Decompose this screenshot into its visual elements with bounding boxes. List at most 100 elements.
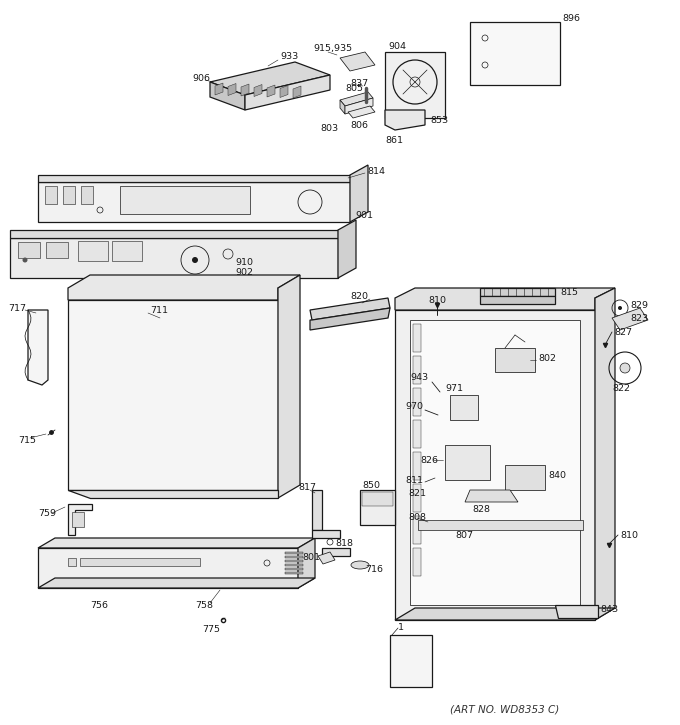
Polygon shape — [228, 83, 236, 96]
Polygon shape — [480, 288, 555, 296]
Polygon shape — [267, 85, 275, 97]
Bar — [45, 186, 57, 204]
Text: 828: 828 — [472, 505, 490, 515]
Polygon shape — [350, 165, 368, 222]
Text: 901: 901 — [355, 210, 373, 220]
Polygon shape — [68, 275, 300, 300]
Polygon shape — [395, 288, 615, 310]
Text: 902: 902 — [235, 268, 253, 276]
Polygon shape — [245, 75, 330, 110]
Polygon shape — [68, 490, 278, 498]
Text: 806: 806 — [350, 120, 368, 130]
Bar — [72, 512, 84, 527]
Bar — [362, 492, 393, 506]
Polygon shape — [28, 310, 48, 385]
Text: 896: 896 — [562, 14, 580, 22]
Text: 758: 758 — [195, 600, 213, 610]
Polygon shape — [278, 275, 300, 498]
Text: 715: 715 — [18, 436, 36, 444]
Polygon shape — [298, 538, 315, 588]
Text: 906: 906 — [192, 73, 210, 83]
Text: 861: 861 — [385, 136, 403, 144]
Text: 775: 775 — [202, 626, 220, 634]
Text: 826: 826 — [420, 455, 438, 465]
Bar — [120, 186, 250, 214]
Text: 717: 717 — [8, 304, 26, 312]
Polygon shape — [340, 100, 345, 114]
Polygon shape — [340, 92, 373, 106]
Polygon shape — [385, 52, 445, 118]
Text: 820: 820 — [350, 291, 368, 300]
Bar — [413, 420, 421, 448]
Text: 850: 850 — [362, 481, 380, 489]
Polygon shape — [310, 298, 390, 320]
Circle shape — [620, 363, 630, 373]
Text: 811: 811 — [405, 476, 423, 484]
Polygon shape — [280, 86, 288, 97]
Bar — [285, 560, 303, 562]
Text: 840: 840 — [548, 471, 566, 479]
Bar — [413, 548, 421, 576]
Text: 827: 827 — [614, 328, 632, 336]
Circle shape — [192, 257, 198, 263]
Polygon shape — [595, 288, 615, 620]
Text: 807: 807 — [455, 531, 473, 539]
Polygon shape — [348, 106, 375, 118]
Text: 821: 821 — [408, 489, 426, 497]
Text: 933: 933 — [280, 51, 299, 60]
Bar — [413, 388, 421, 416]
Text: (ART NO. WD8353 C): (ART NO. WD8353 C) — [450, 705, 559, 715]
Bar — [390, 635, 432, 687]
Polygon shape — [322, 548, 350, 556]
Polygon shape — [310, 308, 390, 330]
Polygon shape — [505, 465, 545, 490]
Bar — [285, 564, 303, 566]
Bar — [18, 242, 40, 258]
Text: 853: 853 — [430, 115, 448, 125]
Polygon shape — [254, 85, 262, 96]
Text: 837: 837 — [350, 78, 368, 88]
Polygon shape — [10, 230, 338, 238]
Polygon shape — [38, 578, 315, 588]
Text: 910: 910 — [235, 257, 253, 267]
Ellipse shape — [351, 561, 369, 569]
Polygon shape — [340, 52, 375, 71]
Polygon shape — [68, 300, 278, 490]
Text: 801: 801 — [302, 553, 320, 563]
Polygon shape — [480, 296, 555, 304]
Bar — [46, 242, 68, 258]
Text: 943: 943 — [410, 373, 428, 381]
Polygon shape — [318, 552, 335, 564]
Polygon shape — [345, 98, 373, 114]
Polygon shape — [38, 548, 298, 588]
Text: 971: 971 — [445, 384, 463, 392]
Text: 1: 1 — [398, 624, 404, 632]
Polygon shape — [241, 84, 249, 96]
Polygon shape — [450, 395, 478, 420]
Bar — [63, 186, 75, 204]
Text: 810: 810 — [620, 531, 638, 539]
Bar — [413, 356, 421, 384]
Text: 805: 805 — [345, 83, 363, 93]
Polygon shape — [210, 62, 330, 95]
Polygon shape — [338, 220, 356, 278]
Bar — [360, 490, 395, 525]
Polygon shape — [445, 445, 490, 480]
Text: 711: 711 — [150, 305, 168, 315]
Bar — [68, 558, 76, 566]
Text: 817: 817 — [298, 483, 316, 492]
Polygon shape — [10, 238, 338, 278]
Text: 802: 802 — [538, 354, 556, 362]
Bar — [112, 241, 142, 261]
Polygon shape — [385, 110, 425, 130]
Text: 823: 823 — [630, 313, 648, 323]
Bar — [80, 558, 200, 566]
Text: 822: 822 — [612, 384, 630, 392]
Text: 915,935: 915,935 — [313, 44, 352, 52]
Text: 756: 756 — [90, 600, 108, 610]
Text: 803: 803 — [320, 123, 338, 133]
Bar — [413, 452, 421, 480]
Polygon shape — [395, 608, 615, 620]
Text: 808: 808 — [408, 513, 426, 523]
Polygon shape — [495, 348, 535, 372]
